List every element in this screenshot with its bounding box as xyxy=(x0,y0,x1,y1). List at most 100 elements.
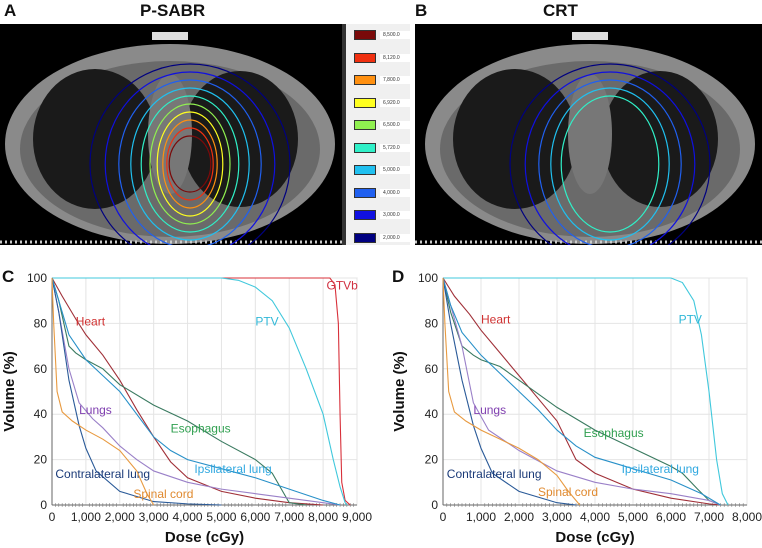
series-label: Lungs xyxy=(473,403,506,417)
series-line-spinal-cord xyxy=(442,277,581,506)
isodose-contour xyxy=(166,127,214,201)
series-line-ipsilateral-lung xyxy=(442,277,721,506)
legend-item: 6,500.0 xyxy=(354,120,410,130)
series-label: Heart xyxy=(76,315,106,329)
legend-item: 5,000.0 xyxy=(354,165,410,175)
legend-swatch xyxy=(354,120,376,130)
x-tick-label: 3,000 xyxy=(139,510,169,524)
isodose-legend: 8,500.0 8,120.0 7,800.0 6,920.0 6,500.0 5,720… xyxy=(342,24,410,245)
legend-value: 4,000.0 xyxy=(380,188,410,197)
series-label: PTV xyxy=(679,312,702,326)
series-line-esophagus xyxy=(442,277,721,506)
y-tick-label: 40 xyxy=(34,407,48,421)
x-tick-label: 4,000 xyxy=(580,510,610,524)
legend-value: 5,720.0 xyxy=(380,143,410,152)
plot-area xyxy=(442,277,748,506)
y-tick-label: 80 xyxy=(34,316,48,330)
legend-item: 4,000.0 xyxy=(354,187,410,198)
series-label: Heart xyxy=(481,312,511,326)
legend-swatch xyxy=(354,232,376,243)
series-line-lungs xyxy=(51,277,341,506)
ct-image-psabr xyxy=(0,24,347,265)
series-line-esophagus xyxy=(51,277,307,506)
y-tick-label: 40 xyxy=(425,407,439,421)
x-tick-label: 1,000 xyxy=(71,510,101,524)
series-line-ptv xyxy=(443,277,729,506)
right-lung xyxy=(33,69,157,209)
right-lung xyxy=(453,69,577,209)
series-label: Ipsilateral lung xyxy=(194,462,271,476)
series-line-ipsilateral-lung xyxy=(51,277,341,506)
dvh-chart-d: 0 1,000 2,000 3,000 4,000 5,000 6,000 7,000 8,00… xyxy=(391,267,762,546)
legend-item: 5,720.0 xyxy=(354,142,410,153)
series-label: GTVb xyxy=(327,278,359,292)
x-tick-label: 5,000 xyxy=(618,510,648,524)
series-label: Spinal cord xyxy=(133,487,193,501)
legend-value: 2,000.0 xyxy=(380,233,410,242)
legend-value: 8,500.0 xyxy=(380,31,410,39)
isodose-contour xyxy=(550,87,670,241)
series-line-lungs xyxy=(442,277,721,506)
x-tick-label: 6,000 xyxy=(240,510,270,524)
table-marker xyxy=(572,32,608,40)
series-line-contralateral-lung xyxy=(51,277,222,506)
legend-value: 5,000.0 xyxy=(380,166,410,174)
x-tick-label: 8,000 xyxy=(308,510,338,524)
isodose-contour xyxy=(162,119,218,209)
legend-swatch xyxy=(354,75,376,85)
panel-label-b: B xyxy=(415,1,428,20)
mediastinum xyxy=(568,74,612,194)
y-tick-label: 100 xyxy=(418,271,438,285)
x-tick-label: 7,000 xyxy=(274,510,304,524)
table-marker xyxy=(152,32,188,40)
isodose-contour xyxy=(149,103,231,225)
series-label: Esophagus xyxy=(171,421,231,435)
series-line-contralateral-lung xyxy=(442,277,577,506)
y-axis-label: Volume (%) xyxy=(391,351,408,432)
legend-item: 6,920.0 xyxy=(354,97,410,108)
x-tick-label: 0 xyxy=(440,510,447,524)
legend-value: 8,120.0 xyxy=(380,53,410,62)
x-tick-label: 3,000 xyxy=(542,510,572,524)
isodose-contour xyxy=(140,95,240,233)
x-axis-label: Dose (cGy) xyxy=(555,529,634,546)
legend-swatch xyxy=(354,187,376,198)
legend-value: 6,920.0 xyxy=(380,98,410,107)
legend-swatch xyxy=(354,210,376,220)
y-tick-label: 20 xyxy=(34,453,48,467)
panel-title-a: P-SABR xyxy=(140,1,206,20)
series-label: Esophagus xyxy=(584,426,644,440)
y-tick-label: 60 xyxy=(34,362,48,376)
series-line-ptv xyxy=(52,277,348,506)
legend-item: 2,000.0 xyxy=(354,232,410,243)
legend-swatch xyxy=(354,52,376,63)
legend-swatch xyxy=(354,97,376,108)
series-label: PTV xyxy=(255,315,278,329)
isodose-contour xyxy=(168,135,212,193)
left-lung xyxy=(182,71,298,207)
legend-swatch xyxy=(354,30,376,40)
x-tick-label: 7,000 xyxy=(694,510,724,524)
isodose-contour xyxy=(130,87,250,241)
x-tick-label: 4,000 xyxy=(173,510,203,524)
panel-label-a: A xyxy=(4,1,17,20)
y-tick-label: 80 xyxy=(425,316,439,330)
legend-item: 3,000.0 xyxy=(354,210,410,220)
isodose-contour xyxy=(560,95,660,233)
plot-area xyxy=(51,277,358,506)
x-tick-label: 8,000 xyxy=(732,510,762,524)
y-tick-label: 0 xyxy=(431,498,438,512)
legend-item: 7,800.0 xyxy=(354,75,410,85)
left-lung xyxy=(602,71,718,207)
series-label: Spinal cord xyxy=(538,485,598,499)
y-tick-label: 20 xyxy=(425,453,439,467)
x-axis-label: Dose (cGy) xyxy=(165,529,244,546)
legend-swatch xyxy=(354,165,376,175)
isodose-contour xyxy=(156,111,224,217)
y-axis-label: Volume (%) xyxy=(1,351,18,432)
legend-item: 8,500.0 xyxy=(354,30,410,40)
ct-image-crt xyxy=(415,24,762,265)
x-tick-label: 2,000 xyxy=(504,510,534,524)
series-line-heart xyxy=(51,277,324,506)
